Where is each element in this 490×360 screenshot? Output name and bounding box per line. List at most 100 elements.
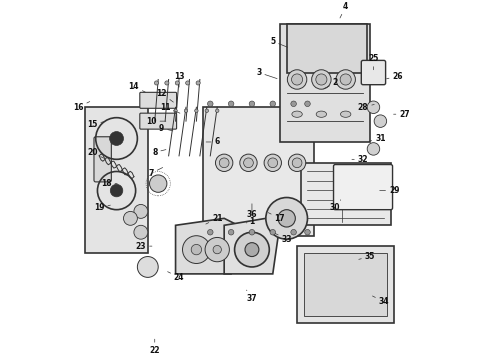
Circle shape [270, 101, 275, 107]
Circle shape [174, 109, 177, 112]
Circle shape [249, 101, 255, 107]
Circle shape [235, 232, 270, 267]
Circle shape [340, 74, 351, 85]
Polygon shape [280, 24, 370, 142]
Text: 11: 11 [160, 103, 180, 113]
Ellipse shape [341, 111, 351, 117]
Circle shape [123, 211, 137, 225]
FancyBboxPatch shape [140, 92, 176, 108]
Circle shape [278, 210, 295, 227]
Circle shape [264, 154, 281, 171]
Polygon shape [304, 253, 387, 316]
Polygon shape [300, 163, 391, 225]
Text: 19: 19 [94, 203, 110, 212]
Circle shape [270, 229, 275, 235]
Text: 20: 20 [87, 148, 104, 158]
Circle shape [216, 109, 219, 112]
Text: 25: 25 [368, 54, 379, 70]
Circle shape [316, 74, 327, 85]
Text: 30: 30 [330, 200, 341, 212]
Circle shape [213, 246, 221, 254]
Circle shape [149, 175, 167, 192]
Text: 21: 21 [206, 214, 222, 224]
Text: 3: 3 [256, 68, 277, 78]
Circle shape [196, 81, 200, 85]
Text: 35: 35 [359, 252, 375, 261]
Text: 13: 13 [174, 72, 184, 87]
Circle shape [266, 198, 308, 239]
Text: 6: 6 [206, 138, 220, 147]
Circle shape [292, 74, 303, 85]
Polygon shape [224, 219, 280, 274]
Circle shape [291, 101, 296, 107]
Text: 1: 1 [249, 204, 255, 226]
Text: 15: 15 [87, 120, 103, 129]
Circle shape [207, 101, 213, 107]
Circle shape [134, 225, 148, 239]
Circle shape [207, 229, 213, 235]
Ellipse shape [292, 111, 302, 117]
Text: 4: 4 [340, 2, 348, 18]
Circle shape [228, 229, 234, 235]
Circle shape [305, 101, 310, 107]
Text: 12: 12 [156, 89, 173, 102]
Circle shape [367, 143, 380, 155]
Circle shape [305, 229, 310, 235]
Circle shape [287, 70, 307, 89]
Circle shape [291, 229, 296, 235]
Text: 7: 7 [148, 167, 163, 178]
Circle shape [240, 154, 257, 171]
Circle shape [216, 154, 233, 171]
Polygon shape [203, 107, 315, 236]
Circle shape [367, 101, 380, 113]
Text: 2: 2 [324, 78, 338, 89]
Text: 27: 27 [393, 110, 410, 119]
Text: 8: 8 [152, 148, 166, 157]
Text: 10: 10 [146, 117, 166, 126]
Circle shape [336, 70, 355, 89]
Circle shape [205, 109, 209, 112]
Text: 14: 14 [129, 82, 146, 92]
FancyBboxPatch shape [334, 165, 392, 210]
Circle shape [228, 101, 234, 107]
Circle shape [205, 238, 229, 262]
Polygon shape [85, 107, 148, 253]
Circle shape [191, 244, 201, 255]
Circle shape [134, 204, 148, 219]
Text: 18: 18 [101, 179, 117, 188]
Circle shape [110, 131, 123, 145]
Polygon shape [175, 219, 238, 274]
Circle shape [182, 236, 210, 264]
Circle shape [268, 158, 278, 168]
Circle shape [245, 243, 259, 257]
Text: 36: 36 [246, 210, 257, 223]
Circle shape [186, 81, 190, 85]
Circle shape [137, 257, 158, 277]
Text: 22: 22 [149, 339, 160, 355]
Text: 17: 17 [269, 213, 285, 223]
Polygon shape [297, 246, 394, 323]
Text: 5: 5 [270, 37, 288, 47]
Text: 26: 26 [387, 72, 403, 81]
Circle shape [220, 158, 229, 168]
Text: 31: 31 [369, 134, 386, 143]
Text: 29: 29 [380, 186, 399, 195]
Circle shape [184, 109, 188, 112]
Text: 34: 34 [372, 296, 389, 306]
Circle shape [312, 70, 331, 89]
Circle shape [249, 229, 255, 235]
Text: 32: 32 [352, 155, 368, 164]
Circle shape [110, 184, 123, 197]
Text: 28: 28 [358, 103, 374, 112]
Circle shape [195, 109, 198, 112]
Ellipse shape [316, 111, 327, 117]
Circle shape [292, 158, 302, 168]
FancyBboxPatch shape [361, 60, 386, 85]
Text: 33: 33 [275, 234, 292, 244]
Circle shape [175, 81, 179, 85]
FancyBboxPatch shape [140, 113, 176, 129]
Text: 24: 24 [168, 272, 184, 282]
Polygon shape [287, 24, 367, 73]
FancyBboxPatch shape [94, 137, 111, 182]
Text: 9: 9 [159, 123, 173, 132]
